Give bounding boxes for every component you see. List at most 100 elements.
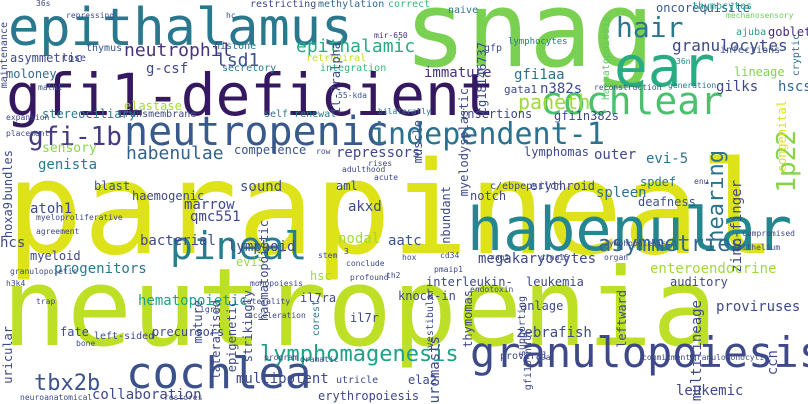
word: rises [368, 159, 393, 168]
word-pineal: pineal [170, 224, 308, 268]
word: interleukin- [426, 275, 513, 289]
word: secretory [222, 63, 277, 74]
word: akxd [348, 199, 382, 215]
word-gfi-1b: gfi-1b [28, 122, 122, 152]
word: g9a [536, 353, 551, 362]
word: organ [604, 253, 629, 262]
word: oncorequisite [656, 1, 750, 15]
word: n382s [540, 81, 583, 97]
word-asymmetries: asymmetries [598, 232, 744, 257]
word: retroviral [306, 53, 367, 64]
word: lymphopoiesis [604, 239, 667, 248]
word-lsd1: lsd1 [216, 50, 260, 71]
word: cryptic [791, 34, 802, 77]
word: il7ra [300, 291, 337, 305]
word-paneth: paneth [518, 90, 591, 114]
word: aatc [388, 233, 422, 249]
word: epithelium [732, 243, 781, 252]
word: cd34 [440, 251, 460, 260]
word: myeloid [30, 249, 81, 263]
word: nodal [338, 231, 381, 247]
word: muscle [411, 120, 425, 164]
word-neutrophil: neutrophil [124, 40, 233, 61]
word: precursors [152, 325, 225, 339]
word: strikingly [241, 290, 255, 363]
word: reconstruction [594, 83, 662, 92]
word: leukemic [676, 383, 744, 399]
word: 36n [676, 57, 691, 66]
word: acceleration [248, 311, 306, 320]
word: repressors [336, 145, 421, 161]
word: goblet [768, 25, 808, 39]
word: hsc [310, 269, 332, 283]
word-lymphomagenesis: lymphomagenesis [260, 342, 459, 367]
word: endotoxin [470, 285, 514, 294]
word: auditory [670, 275, 728, 289]
word: lymphomas [524, 145, 590, 159]
word: il-7ralpha [329, 42, 343, 115]
word-neutropenia: neutropenia [2, 246, 718, 371]
word-granulopoiesis: granulopoiesis [470, 328, 808, 377]
word: immature [424, 65, 492, 81]
word: trap [36, 297, 56, 306]
word: zinc-finger [729, 180, 745, 273]
word: myeloproliferative [36, 213, 123, 222]
word-habenular: habenular [467, 195, 793, 265]
word: utricle [336, 375, 379, 386]
word: notch [470, 189, 507, 203]
word: thymocytes [692, 1, 753, 12]
word: myelodysplastic [457, 88, 471, 197]
word: erythropoiesis [318, 389, 420, 403]
word: spdef [640, 175, 677, 189]
word-independent-1: independent-1 [370, 117, 605, 152]
word: hcs [0, 235, 26, 251]
word: monopoiesis [250, 279, 303, 288]
word: insertions [460, 107, 533, 121]
word-snag: snag [404, 0, 655, 91]
word: granulomonocytic [692, 353, 770, 362]
word: vestibular [425, 288, 436, 349]
word: h3k4 [6, 279, 26, 288]
word: compromised [742, 229, 795, 238]
word-gfi1-deficient: gfi1-deficient [6, 61, 495, 129]
word: sensory [42, 141, 97, 156]
word-granulocytes: granulocytes [672, 36, 788, 55]
word: gfi1b-null [523, 330, 534, 391]
word: expansion [6, 113, 50, 122]
word-parapineal: parapineal [6, 135, 777, 284]
word: rag1 [490, 253, 510, 262]
word: bone [76, 339, 96, 348]
word-neutropenic: neutropenic [124, 109, 389, 155]
word: il7r [350, 311, 379, 325]
word: mechanosensory [726, 11, 794, 20]
word: sound [240, 179, 283, 195]
word: enteroendocrine [650, 261, 777, 277]
word: uricular [1, 326, 15, 384]
word: left-sided [94, 331, 155, 342]
word: zebrafish [516, 325, 592, 341]
word: 36s [36, 0, 51, 8]
word: transmembrane [118, 109, 197, 120]
word: evi-5 [646, 151, 689, 167]
word: dramatic [300, 355, 339, 364]
word-habenulae: habenulae [126, 143, 224, 164]
word: 3 [344, 247, 349, 256]
word: marrow [184, 197, 235, 213]
word: collaboration [92, 387, 202, 403]
word: lymphocytes [508, 37, 568, 47]
word: conclude [346, 259, 385, 268]
word-ear: ear [614, 35, 716, 100]
word-cochlear: cochlear [540, 79, 724, 123]
word: gfp [484, 43, 503, 54]
word: repressing [66, 11, 115, 20]
word: genista [38, 157, 98, 173]
word: anlage [520, 299, 564, 313]
word: th2 [386, 271, 401, 280]
word: elastase [124, 99, 182, 113]
word: acute [374, 173, 399, 182]
word: haematopoietic [257, 220, 271, 322]
word: pmaip1 [434, 265, 463, 274]
word: stem [318, 251, 338, 260]
word: hoxa9 [1, 202, 15, 239]
word: correct [388, 0, 431, 10]
